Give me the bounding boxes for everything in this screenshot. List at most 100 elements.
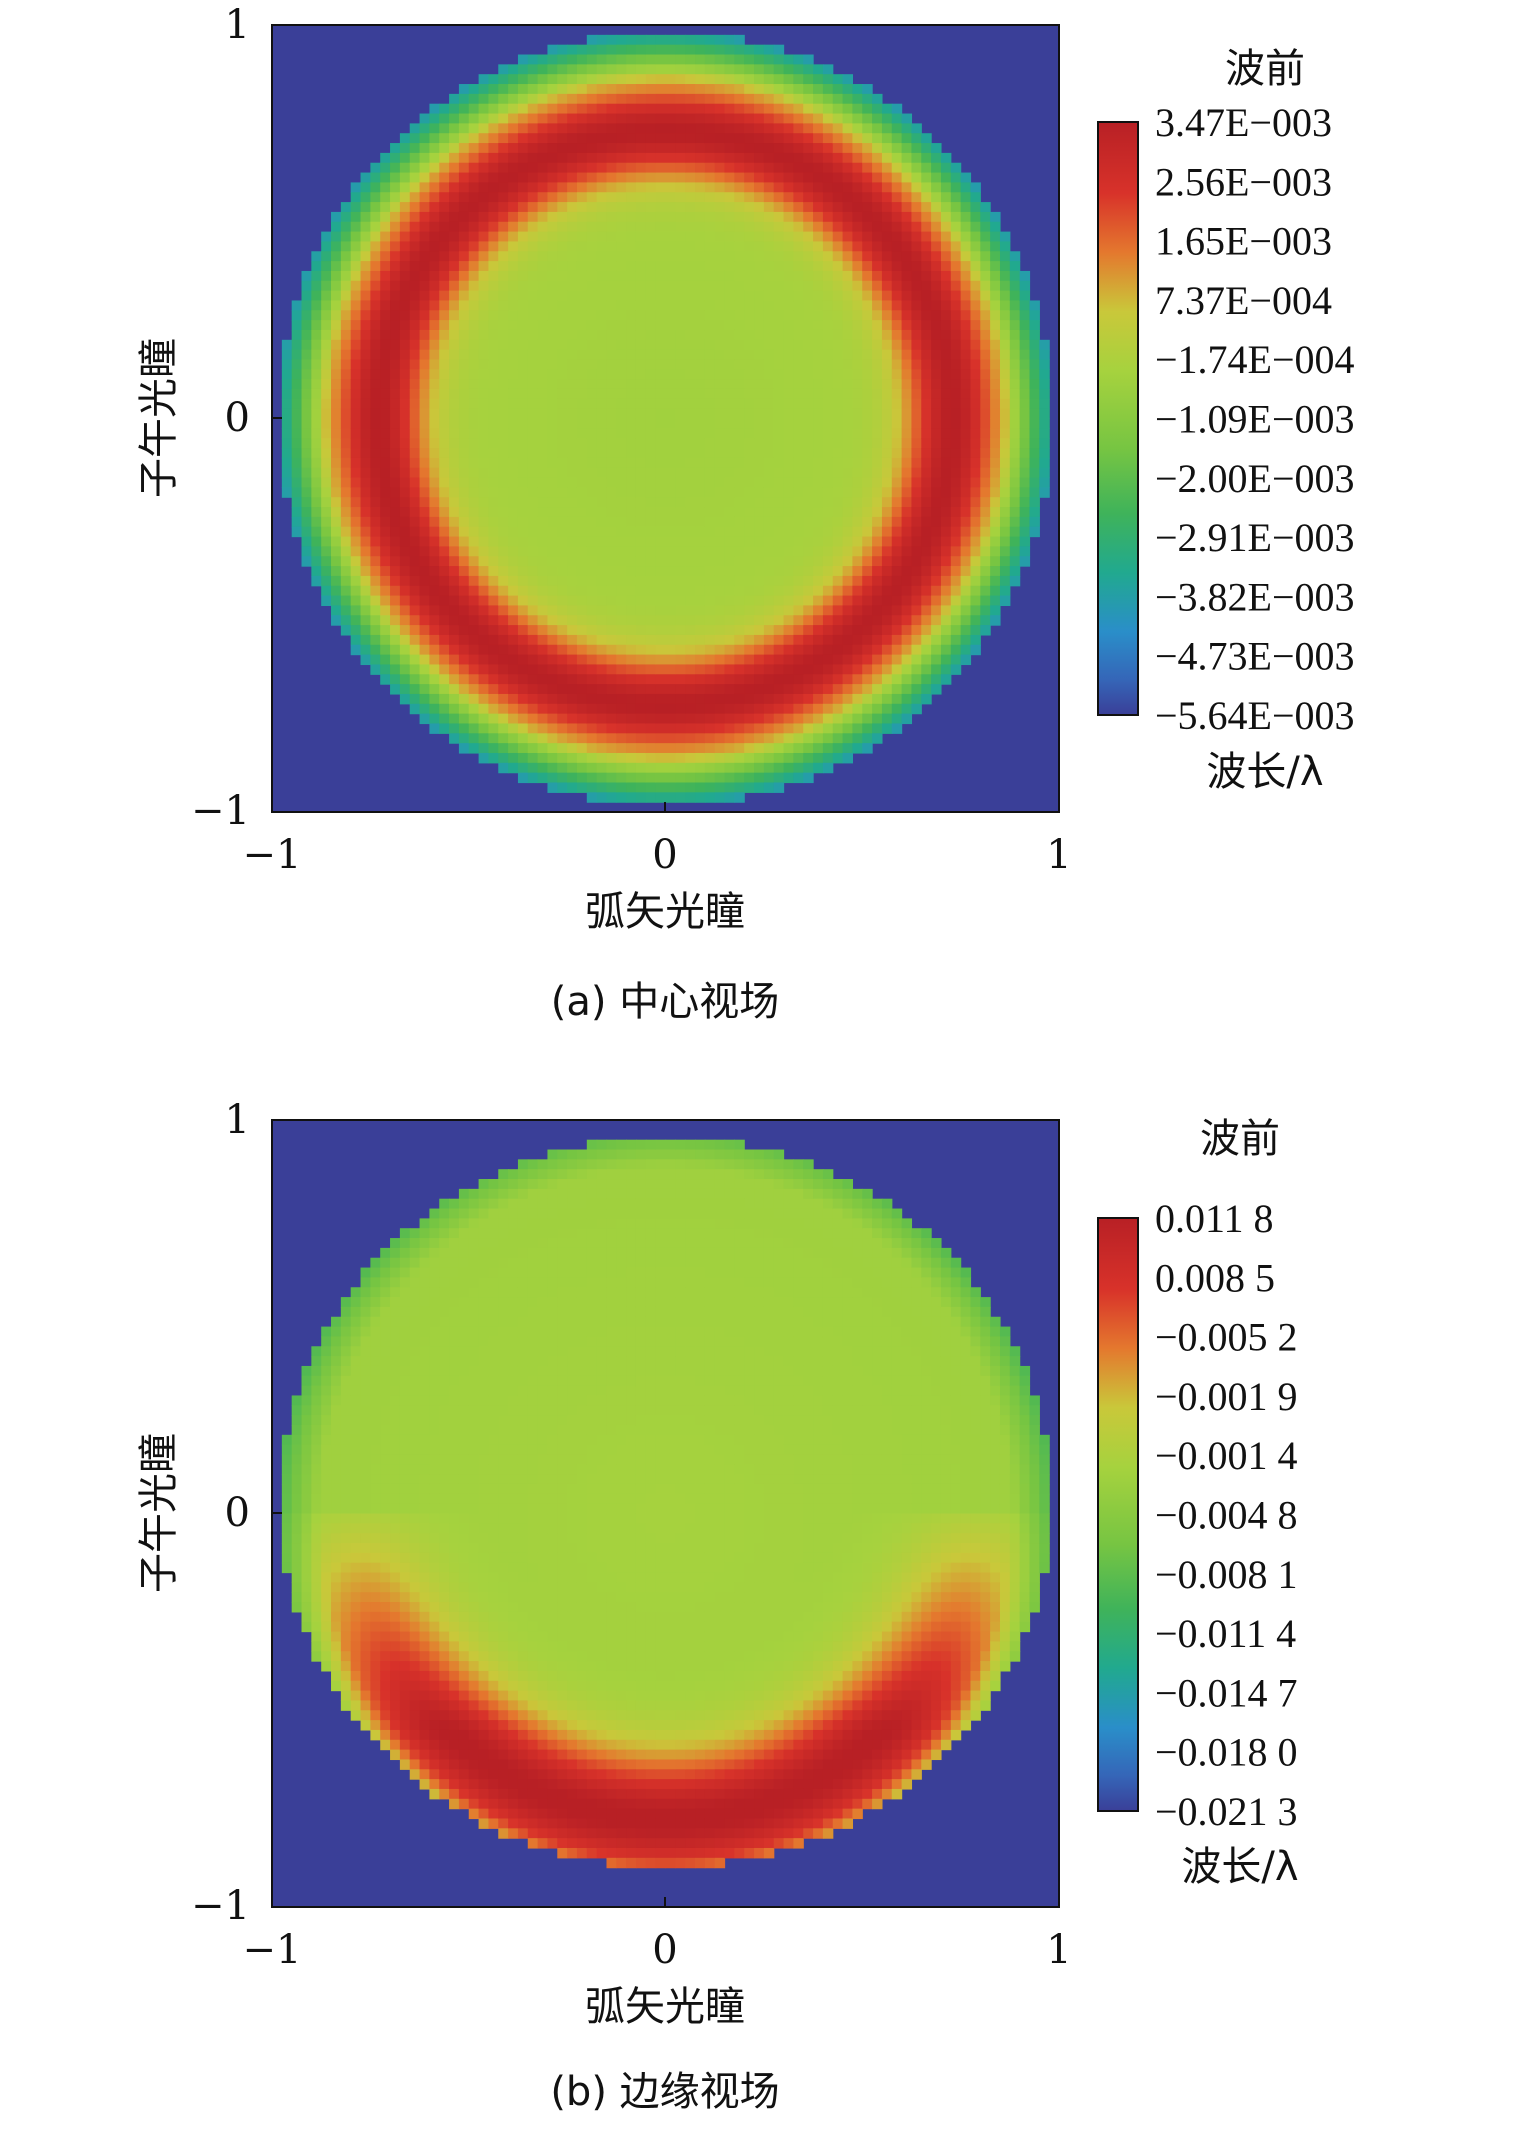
heatmap-cell [685, 596, 695, 606]
heatmap-cell [449, 438, 459, 448]
heatmap-cell [813, 104, 823, 114]
heatmap-cell [882, 645, 892, 655]
heatmap-cell [715, 438, 725, 448]
heatmap-cell [567, 320, 577, 330]
heatmap-cell [961, 645, 971, 655]
heatmap-cell [469, 251, 479, 261]
heatmap-cell [892, 507, 902, 517]
y-tick-label-bottom: −1 [191, 788, 250, 834]
heatmap-cell [508, 271, 518, 281]
heatmap-cell [862, 615, 872, 625]
heatmap-cell [970, 330, 980, 340]
heatmap-cell [331, 497, 341, 507]
heatmap-cell [872, 379, 882, 389]
heatmap-cell [744, 763, 754, 773]
heatmap-cell [892, 537, 902, 547]
heatmap-cell [931, 625, 941, 635]
heatmap-cell [666, 615, 676, 625]
heatmap-cell [606, 153, 616, 163]
heatmap-cell [685, 192, 695, 202]
heatmap-cell [351, 605, 361, 615]
heatmap-cell [705, 596, 715, 606]
heatmap-cell [636, 74, 646, 84]
heatmap-cell [725, 35, 735, 45]
heatmap-cell [528, 114, 538, 124]
heatmap-cell [410, 605, 420, 615]
heatmap-cell [498, 625, 508, 635]
heatmap-cell [390, 438, 400, 448]
heatmap-cell [518, 428, 528, 438]
heatmap-cell [902, 222, 912, 232]
heatmap-cell [488, 163, 498, 173]
heatmap-cell [331, 478, 341, 488]
heatmap-cell [685, 409, 695, 419]
heatmap-cell [921, 576, 931, 586]
heatmap-cell [685, 664, 695, 674]
heatmap-cell [351, 300, 361, 310]
heatmap-cell [675, 84, 685, 94]
heatmap-cell [734, 133, 744, 143]
heatmap-cell [774, 497, 784, 507]
heatmap-cell [961, 655, 971, 665]
heatmap-cell [538, 556, 548, 566]
heatmap-cell [695, 153, 705, 163]
heatmap-cell [302, 409, 312, 419]
heatmap-cell [784, 114, 794, 124]
heatmap-cell [941, 369, 951, 379]
colorbar-label: 1.65E−003 [1155, 219, 1332, 264]
heatmap-cell [656, 645, 666, 655]
heatmap-cell [823, 704, 833, 714]
heatmap-cell [479, 428, 489, 438]
heatmap-cell [311, 271, 321, 281]
heatmap-cell [380, 615, 390, 625]
heatmap-cell [429, 438, 439, 448]
wavefront-chart-b: 1 0 −1 −1 0 1 弧矢光瞳 子午光瞳 波前 0.011 80.008 … [0, 1090, 1535, 2125]
heatmap-cell [587, 310, 597, 320]
heatmap-cell [449, 428, 459, 438]
heatmap-cell [695, 458, 705, 468]
heatmap-cell [990, 458, 1000, 468]
heatmap-cell [715, 566, 725, 576]
heatmap-cell [498, 546, 508, 556]
heatmap-cell [518, 743, 528, 753]
heatmap-cell [980, 291, 990, 301]
heatmap-cell [774, 635, 784, 645]
heatmap-cell [577, 723, 587, 733]
heatmap-cell [1000, 546, 1010, 556]
heatmap-cell [715, 478, 725, 488]
heatmap-cell [646, 369, 656, 379]
heatmap-cell [803, 379, 813, 389]
heatmap-cell [429, 350, 439, 360]
heatmap-cell [675, 556, 685, 566]
heatmap-cell [813, 389, 823, 399]
heatmap-cell [341, 419, 351, 429]
heatmap-cell [725, 566, 735, 576]
heatmap-cell [990, 340, 1000, 350]
heatmap-cell [528, 153, 538, 163]
heatmap-cell [695, 586, 705, 596]
heatmap-cell [302, 497, 312, 507]
heatmap-cell [606, 625, 616, 635]
heatmap-cell [518, 684, 528, 694]
heatmap-cell [429, 478, 439, 488]
heatmap-cell [980, 448, 990, 458]
heatmap-cell [784, 222, 794, 232]
heatmap-cell [1029, 527, 1039, 537]
heatmap-cell [803, 428, 813, 438]
heatmap-cell [1039, 428, 1049, 438]
heatmap-cell [597, 537, 607, 547]
heatmap-cell [656, 507, 666, 517]
heatmap-cell [941, 605, 951, 615]
heatmap-cell [420, 114, 430, 124]
heatmap-cell [725, 743, 735, 753]
heatmap-cell [843, 743, 853, 753]
heatmap-cell [321, 1336, 331, 1346]
heatmap-cell [754, 300, 764, 310]
heatmap-cell [892, 635, 902, 645]
heatmap-cell [302, 419, 312, 429]
heatmap-cell [882, 458, 892, 468]
heatmap-cell [675, 251, 685, 261]
heatmap-cell [754, 438, 764, 448]
heatmap-cell [400, 428, 410, 438]
heatmap-cell [351, 487, 361, 497]
